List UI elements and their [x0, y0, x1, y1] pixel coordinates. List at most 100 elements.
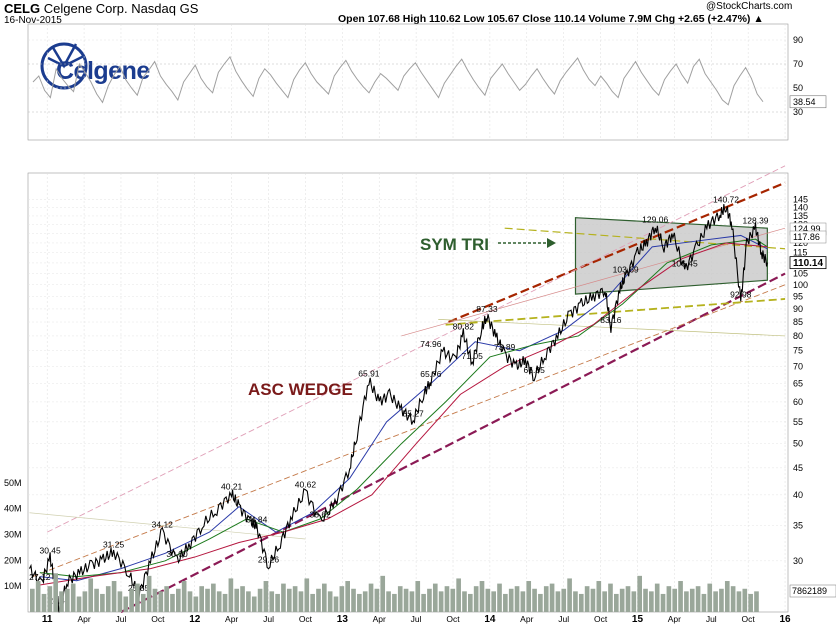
- x-tick-label: 14: [484, 614, 496, 625]
- volume-bar: [660, 593, 666, 612]
- volume-bar: [631, 591, 637, 612]
- volume-bar: [30, 588, 35, 612]
- volume-bar: [573, 591, 578, 612]
- x-tick-label: Apr: [373, 614, 386, 624]
- price-point-label: 92.98: [730, 289, 752, 299]
- volume-bar: [444, 586, 450, 612]
- price-tick-label: 55: [793, 417, 803, 427]
- volume-bar: [649, 591, 654, 612]
- volume-bar: [473, 586, 479, 612]
- volume-bar: [415, 581, 421, 612]
- asc-wedge-annotation: ASC WEDGE: [248, 380, 353, 399]
- volume-bar: [35, 581, 41, 612]
- volume-bar: [608, 583, 613, 612]
- volume-bar: [94, 588, 99, 612]
- volume-bar: [140, 593, 146, 612]
- price-point-label: 34.84: [246, 515, 268, 525]
- rsi-panel-frame: [27, 23, 789, 141]
- price-point-label: 71.05: [462, 351, 484, 361]
- price-point-label: 128.39: [743, 215, 769, 225]
- volume-bar: [526, 581, 532, 612]
- volume-bar: [643, 588, 648, 612]
- volume-bar: [240, 586, 245, 612]
- volume-bar: [561, 588, 567, 612]
- price-tick-label: 70: [793, 362, 803, 372]
- volume-bar: [216, 591, 222, 612]
- volume-bar: [672, 588, 678, 612]
- volume-bar: [263, 581, 269, 612]
- price-tick-label: 100: [793, 280, 808, 290]
- volume-bar: [339, 586, 345, 612]
- x-tick-label: Oct: [742, 614, 756, 624]
- price-point-label: 73.89: [494, 342, 516, 352]
- volume-bar: [82, 591, 88, 612]
- rsi-tick-label: 90: [793, 35, 803, 45]
- price-tick-label: 35: [793, 520, 803, 530]
- volume-bar: [310, 593, 315, 612]
- volume-bar: [602, 591, 607, 612]
- volume-bar: [251, 596, 257, 612]
- price-tick-label: 85: [793, 317, 803, 327]
- volume-bar: [386, 591, 391, 612]
- price-point-label: 27.12: [29, 572, 51, 582]
- volume-bar: [695, 586, 701, 612]
- volume-bar: [170, 593, 175, 612]
- volume-bar: [211, 583, 216, 612]
- volume-bar: [543, 586, 549, 612]
- rsi-tick-label: 70: [793, 59, 803, 69]
- volume-bar: [59, 591, 64, 612]
- x-tick-label: Apr: [520, 614, 533, 624]
- price-point-label: 66.85: [524, 365, 546, 375]
- sym-tri-annotation: SYM TRI: [420, 235, 489, 254]
- logo-text: Celgene: [56, 57, 150, 85]
- volume-bar: [754, 591, 759, 612]
- volume-bar: [129, 588, 134, 612]
- volume-bar: [421, 593, 426, 612]
- volume-bar: [403, 588, 409, 612]
- price-point-label: 30.00: [166, 549, 188, 559]
- volume-bar: [730, 586, 736, 612]
- price-point-label: 83.16: [600, 315, 622, 325]
- volume-bar: [205, 588, 210, 612]
- volume-bar: [409, 591, 415, 612]
- x-tick-label: Oct: [594, 614, 608, 624]
- volume-bar: [654, 583, 660, 612]
- price-tick-label: 140: [793, 203, 808, 213]
- volume-bar: [684, 591, 689, 612]
- volume-bar: [578, 593, 584, 612]
- price-point-label: 106.45: [672, 258, 698, 268]
- x-tick-label: Jul: [116, 614, 127, 624]
- volume-bar: [222, 593, 228, 612]
- volume-bar: [736, 591, 742, 612]
- x-tick-label: Apr: [668, 614, 681, 624]
- volume-bar: [257, 588, 263, 612]
- price-tick-label: 90: [793, 304, 803, 314]
- long-resistance-trendline: [46, 165, 786, 533]
- upper-wedge-trendline: [448, 181, 786, 324]
- price-tick-label: 75: [793, 346, 803, 356]
- price-point-label: 140.72: [713, 194, 739, 204]
- x-tick-label: 13: [337, 614, 349, 625]
- volume-bar: [199, 586, 204, 612]
- volume-bar: [76, 596, 82, 612]
- volume-bar: [333, 596, 339, 612]
- volume-bar: [193, 596, 199, 612]
- x-tick-label: 15: [632, 614, 644, 625]
- volume-bar: [596, 581, 602, 612]
- volume-bar: [41, 593, 47, 612]
- x-tick-label: Oct: [446, 614, 460, 624]
- volume-bar: [292, 586, 298, 612]
- volume-bar: [176, 588, 181, 612]
- volume-tick-label: 50M: [4, 478, 22, 488]
- price-point-label: 30.45: [39, 545, 61, 555]
- stockcharts-credit: @StockCharts.com: [706, 1, 793, 12]
- volume-bar: [362, 591, 368, 612]
- x-tick-label: Oct: [151, 614, 165, 624]
- volume-bar: [298, 591, 304, 612]
- price-point-label: 74.96: [420, 339, 442, 349]
- x-tick-label: 12: [189, 614, 201, 625]
- ma-value-label: 117.86: [793, 232, 820, 242]
- volume-bar: [275, 593, 280, 612]
- volume-bar: [549, 583, 555, 612]
- volume-bar: [462, 591, 467, 612]
